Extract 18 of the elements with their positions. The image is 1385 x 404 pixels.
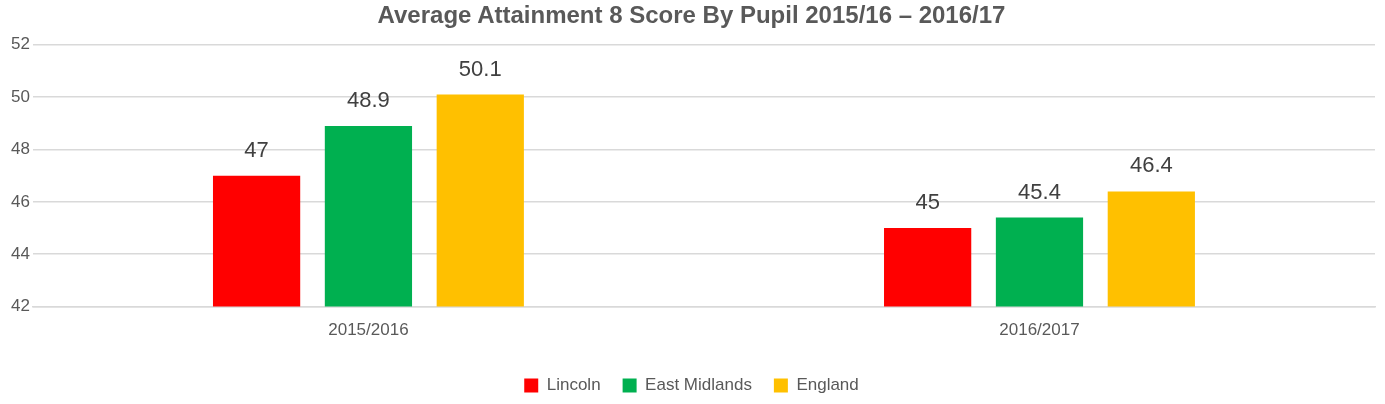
data-label: 46.4 [1129, 152, 1173, 178]
legend-label: East Midlands [645, 375, 752, 395]
data-label: 45.4 [1018, 178, 1061, 204]
y-tick-label: 44 [10, 243, 30, 263]
data-label: 47 [244, 136, 269, 162]
data-label: 48.9 [347, 87, 390, 113]
data-label: 50.1 [458, 55, 502, 81]
data-label: 45 [915, 189, 940, 215]
y-tick-label: 46 [10, 191, 30, 211]
x-tick-label: 2015/2016 [328, 320, 409, 340]
y-tick-label: 50 [10, 86, 30, 106]
legend-label: Lincoln [546, 375, 601, 395]
y-tick-label: 42 [10, 296, 30, 316]
x-tick-label: 2016/2017 [999, 320, 1080, 340]
legend-label: England [796, 375, 859, 395]
y-tick-label: 52 [10, 34, 30, 54]
y-tick-label: 48 [10, 139, 30, 159]
chart-title: Average Attainment 8 Score By Pupil 2015/16 – 2016/17 [377, 1, 1006, 29]
